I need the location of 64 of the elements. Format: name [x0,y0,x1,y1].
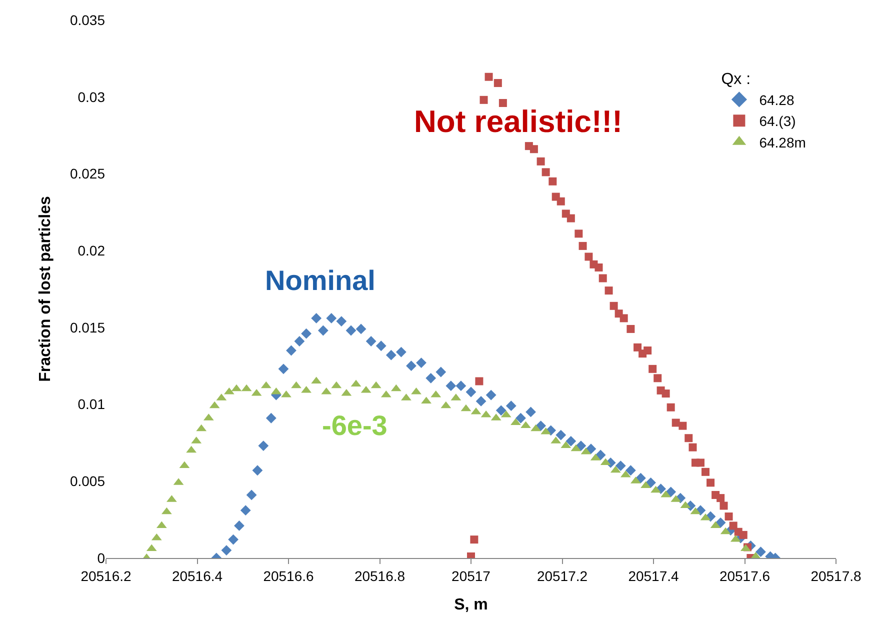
legend-label: 64.28 [759,92,794,108]
point [716,494,725,502]
point [648,364,657,373]
y-tick-label: 0 [97,550,106,566]
legend-title: Qx : [721,70,751,88]
x-tick-label: 20517.4 [628,568,680,584]
point [729,522,738,530]
point [720,502,728,510]
y-tick-label: 0.035 [70,12,106,28]
point [604,286,613,295]
point [688,443,697,452]
point [484,72,493,81]
point [666,403,675,412]
point [706,478,715,487]
point [494,79,502,88]
x-tick-label: 20516.8 [354,568,406,584]
point [684,434,693,442]
point [610,302,618,310]
x-tick-label: 20517.8 [810,568,862,584]
x-tick-label: 20517.2 [536,568,588,584]
x-tick-label: 20516.4 [172,568,223,584]
point [626,324,635,333]
legend-label: 64.(3) [759,113,796,130]
point [475,377,484,386]
point [578,242,587,250]
point [634,343,642,352]
point [654,374,662,382]
x-tick-label: 20516.2 [80,568,132,584]
x-axis-title: S, m [454,596,488,614]
point [594,263,603,272]
point [542,168,550,176]
annotation: Nominal [265,265,376,296]
point [556,197,565,206]
point [536,157,545,166]
point [739,530,748,539]
point [548,177,557,186]
y-tick-label: 0.015 [70,319,106,336]
legend-label: 64.28m [759,134,806,150]
y-tick-label: 0.01 [78,396,106,412]
point [566,214,575,222]
y-axis-title: Fraction of lost particles [36,196,54,382]
annotation: Not realistic!!! [414,104,622,139]
point [574,230,583,238]
point [470,536,478,544]
x-tick-label: 20516.6 [263,568,314,584]
point [498,99,507,108]
point [480,96,488,104]
point [530,145,538,154]
x-tick-label: 20517 [452,568,491,584]
point [584,252,593,261]
point [696,458,704,467]
point [678,422,687,430]
y-tick-label: 0.02 [78,242,106,258]
y-tick-label: 0.03 [78,88,106,105]
point [662,390,670,398]
point [702,468,710,476]
y-tick-label: 0.005 [70,473,106,490]
annotation: -6e-3 [322,410,388,441]
point [598,274,607,282]
point [620,314,628,322]
point [724,512,733,520]
x-tick-label: 20517.6 [719,568,770,584]
y-tick-label: 0.025 [70,166,106,182]
point [644,346,652,354]
